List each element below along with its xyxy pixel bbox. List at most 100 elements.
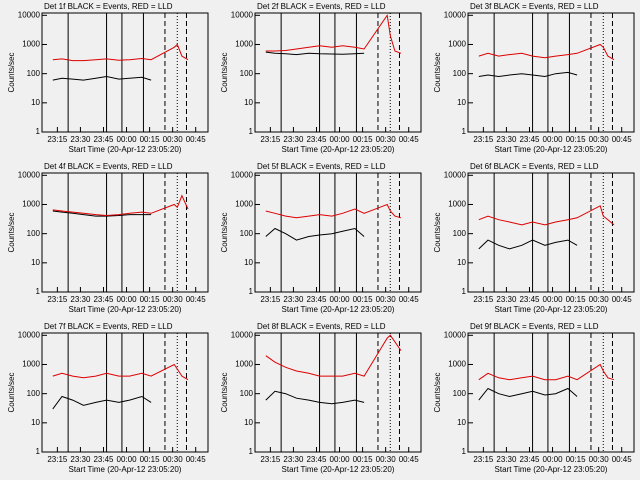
y-tick-label: 10000 — [444, 10, 467, 19]
y-tick-label: 100 — [240, 229, 254, 238]
x-tick-label: 23:30 — [496, 295, 517, 304]
x-tick-label: 23:30 — [70, 135, 91, 144]
x-tick-label: 00:00 — [330, 295, 351, 304]
x-tick-label: 23:15 — [260, 295, 281, 304]
x-tick-label: 00:00 — [543, 455, 564, 464]
x-tick-label: 00:00 — [543, 295, 564, 304]
y-tick-label: 10 — [31, 418, 40, 427]
x-tick-label: 23:45 — [306, 295, 327, 304]
chart-title: Det 1f BLACK = Events, RED = LLD — [44, 2, 173, 11]
y-axis-label: Counts/sec — [7, 212, 16, 252]
x-tick-label: 00:00 — [330, 135, 351, 144]
y-tick-label: 100 — [27, 69, 41, 78]
x-tick-label: 00:15 — [140, 135, 161, 144]
x-tick-label: 00:00 — [330, 455, 351, 464]
x-tick-label: 00:45 — [399, 455, 420, 464]
series-line — [52, 43, 189, 62]
series-line — [265, 51, 365, 56]
y-tick-label: 1 — [36, 127, 41, 136]
x-tick-label: 00:15 — [566, 455, 587, 464]
x-tick-label: 00:15 — [353, 135, 374, 144]
x-tick-label: 00:45 — [186, 295, 207, 304]
y-tick-label: 10000 — [18, 330, 41, 339]
x-tick-label: 23:45 — [93, 455, 114, 464]
x-tick-label: 00:45 — [186, 135, 207, 144]
x-tick-label: 00:45 — [399, 295, 420, 304]
x-tick-label: 00:45 — [399, 135, 420, 144]
y-tick-label: 1000 — [235, 40, 253, 49]
x-tick-label: 00:30 — [376, 135, 397, 144]
x-tick-label: 00:30 — [163, 135, 184, 144]
series-line — [265, 13, 402, 54]
y-tick-label: 1 — [249, 447, 254, 456]
y-tick-label: 1 — [249, 287, 254, 296]
plot-frame — [41, 332, 209, 453]
series-line — [478, 363, 615, 381]
plot-frame — [467, 332, 635, 453]
chart-title: Det 4f BLACK = Events, RED = LLD — [44, 162, 173, 171]
x-axis-label: Start Time (20-Apr-12 23:05:20) — [282, 465, 395, 474]
x-tick-label: 23:30 — [496, 135, 517, 144]
y-tick-label: 100 — [453, 69, 467, 78]
x-tick-label: 00:15 — [140, 455, 161, 464]
y-axis-label: Counts/sec — [433, 372, 442, 412]
x-tick-label: 23:30 — [283, 295, 304, 304]
chart-title: Det 5f BLACK = Events, RED = LLD — [257, 162, 386, 171]
series-line — [478, 205, 615, 226]
y-tick-label: 1000 — [22, 40, 40, 49]
series-line — [52, 395, 152, 410]
x-tick-label: 23:15 — [260, 455, 281, 464]
x-tick-label: 00:30 — [163, 455, 184, 464]
plot-frame — [254, 332, 422, 453]
x-tick-label: 23:30 — [70, 295, 91, 304]
y-tick-label: 10000 — [18, 170, 41, 179]
y-tick-label: 10 — [457, 418, 466, 427]
x-tick-label: 00:30 — [589, 295, 610, 304]
x-tick-label: 23:15 — [473, 135, 494, 144]
x-tick-label: 00:15 — [353, 295, 374, 304]
x-tick-label: 00:30 — [163, 295, 184, 304]
series-line — [265, 390, 365, 405]
plot-frame — [467, 12, 635, 133]
y-tick-label: 10000 — [18, 10, 41, 19]
x-tick-label: 23:15 — [47, 135, 68, 144]
x-tick-label: 00:45 — [186, 455, 207, 464]
y-tick-label: 1000 — [22, 360, 40, 369]
series-line — [265, 334, 402, 377]
plot-frame — [254, 12, 422, 133]
y-axis-label: Counts/sec — [220, 52, 229, 92]
y-tick-label: 1000 — [448, 360, 466, 369]
series-line — [478, 43, 615, 61]
x-axis-label: Start Time (20-Apr-12 23:05:20) — [282, 145, 395, 154]
y-tick-label: 10 — [31, 98, 40, 107]
series-line — [478, 387, 578, 401]
x-tick-label: 00:45 — [612, 135, 633, 144]
y-tick-label: 10000 — [444, 330, 467, 339]
x-tick-label: 23:15 — [260, 135, 281, 144]
y-tick-label: 100 — [453, 229, 467, 238]
x-tick-label: 00:30 — [589, 455, 610, 464]
y-axis-label: Counts/sec — [433, 52, 442, 92]
x-axis-label: Start Time (20-Apr-12 23:05:20) — [495, 305, 608, 314]
x-tick-label: 23:45 — [306, 135, 327, 144]
y-axis-label: Counts/sec — [220, 212, 229, 252]
chart-title: Det 7f BLACK = Events, RED = LLD — [44, 322, 173, 331]
y-tick-label: 1 — [462, 287, 467, 296]
x-tick-label: 00:00 — [117, 135, 138, 144]
x-tick-label: 00:15 — [353, 455, 374, 464]
chart-title: Det 8f BLACK = Events, RED = LLD — [257, 322, 386, 331]
x-tick-label: 23:45 — [93, 135, 114, 144]
x-tick-label: 00:45 — [612, 295, 633, 304]
chart-title: Det 2f BLACK = Events, RED = LLD — [257, 2, 386, 11]
y-tick-label: 1 — [462, 127, 467, 136]
x-tick-label: 23:45 — [93, 295, 114, 304]
series-line — [265, 203, 402, 219]
y-tick-label: 100 — [240, 69, 254, 78]
x-tick-label: 00:30 — [376, 455, 397, 464]
y-tick-label: 10 — [31, 258, 40, 267]
y-tick-label: 10 — [244, 258, 253, 267]
y-axis-label: Counts/sec — [433, 212, 442, 252]
y-tick-label: 10 — [244, 98, 253, 107]
x-axis-label: Start Time (20-Apr-12 23:05:20) — [69, 305, 182, 314]
